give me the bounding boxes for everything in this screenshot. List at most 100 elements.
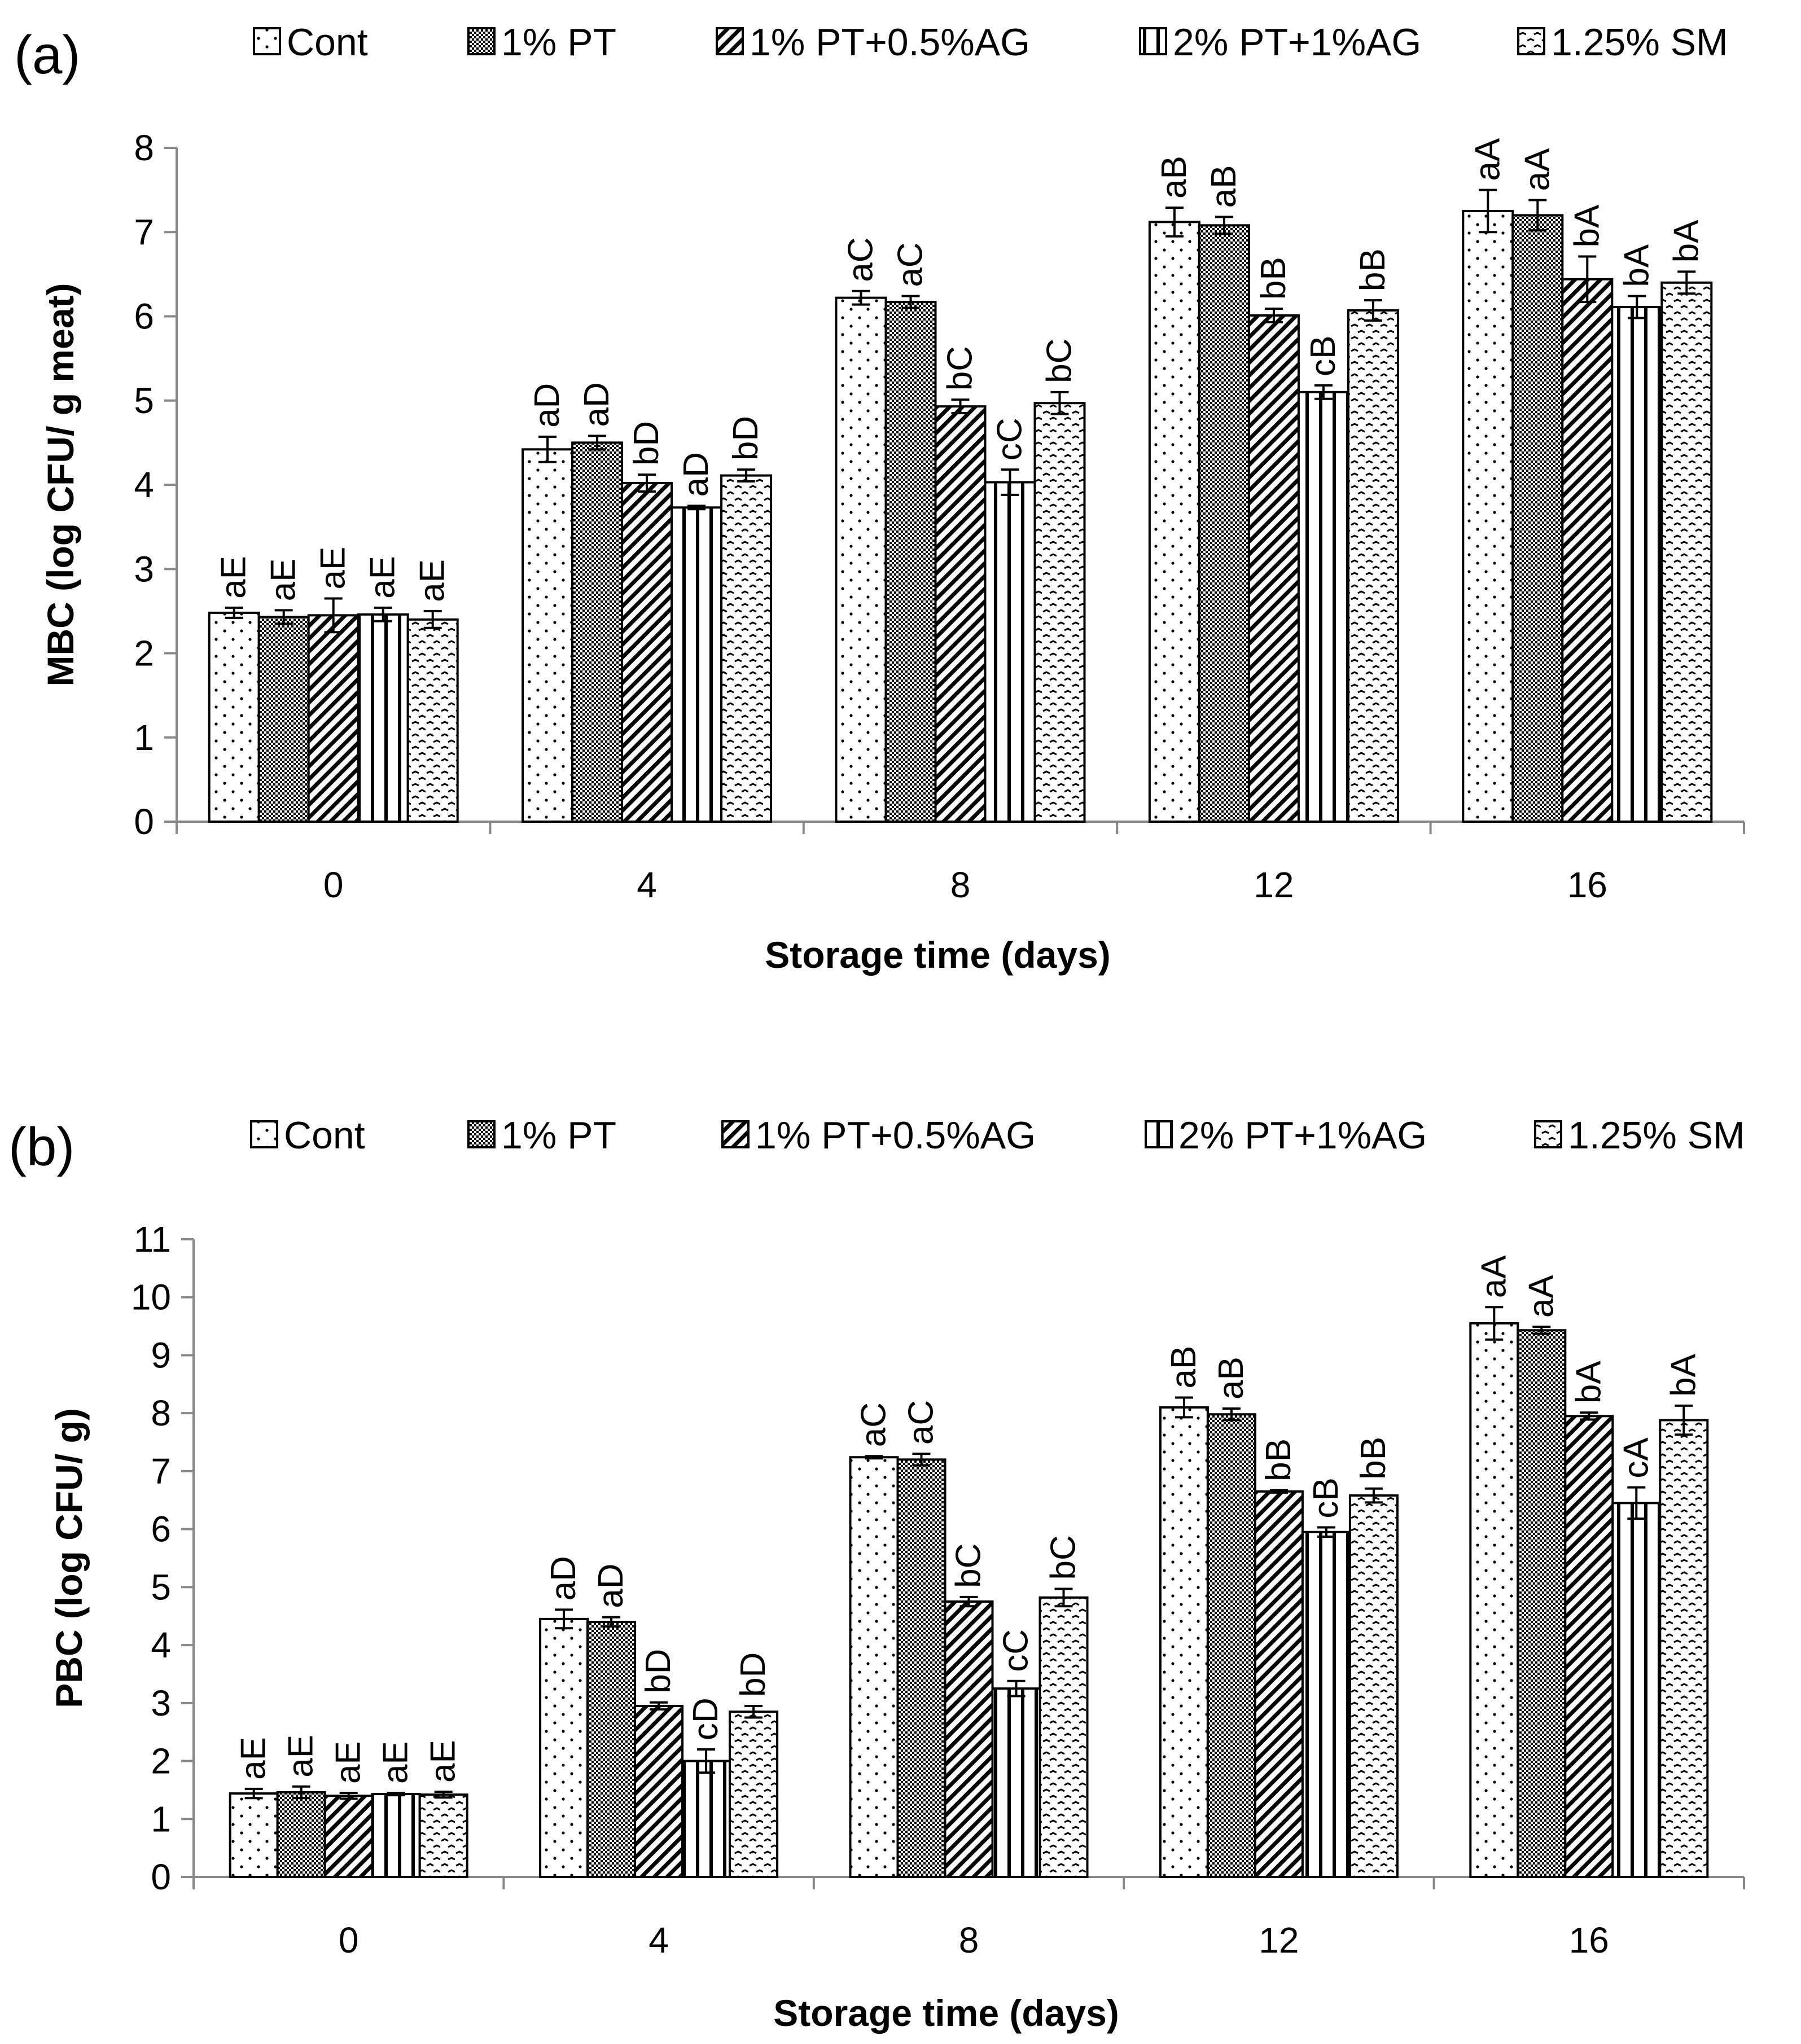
legend-swatch-checker — [467, 1120, 496, 1148]
significance-label: aA — [1518, 148, 1557, 191]
significance-label: aE — [363, 556, 402, 599]
y-tick-label: 6 — [151, 1509, 171, 1550]
y-tick-label: 2 — [134, 633, 154, 674]
significance-label: bB — [1254, 257, 1293, 300]
bar-vertical — [681, 1760, 731, 1878]
bar-dots — [522, 448, 574, 823]
bar-vertical — [1611, 306, 1663, 823]
x-tick-label: 4 — [648, 1920, 669, 1960]
significance-label: aD — [577, 382, 616, 427]
bar-dots — [1469, 1322, 1519, 1879]
bar-vertical — [984, 481, 1036, 823]
significance-label: aE — [376, 1741, 415, 1784]
bar-vertical — [1297, 391, 1349, 823]
bar-dots — [208, 611, 260, 823]
significance-label: aE — [424, 1740, 463, 1783]
legend-label: 2% PT+1%AG — [1173, 21, 1421, 64]
significance-label: bB — [1353, 248, 1392, 291]
significance-label: bA — [1617, 244, 1656, 287]
bar-dots — [229, 1792, 279, 1879]
significance-label: aD — [528, 383, 567, 428]
significance-label: bB — [1259, 1438, 1298, 1481]
y-tick-label: 9 — [151, 1335, 171, 1375]
legend-swatch-wave — [1517, 27, 1545, 55]
significance-label: bC — [1044, 1535, 1083, 1580]
y-tick-label: 5 — [134, 380, 154, 421]
significance-label: aD — [677, 452, 716, 497]
bar-diagonal — [1247, 314, 1300, 823]
legend-swatch-vertical — [1145, 1120, 1173, 1148]
x-tick-label: 8 — [950, 865, 971, 905]
significance-label: bC — [941, 346, 980, 391]
y-tick-label: 0 — [134, 801, 154, 842]
significance-label: cC — [997, 1629, 1036, 1672]
bar-dots — [835, 296, 887, 823]
y-tick-label: 8 — [134, 128, 154, 168]
significance-label: aE — [234, 1737, 273, 1780]
panel-b-pbc-chart: (b) Cont 1% PT 1% PT+0.5%AG 2% PT+1%AG 1.25% … — [8, 1114, 1745, 2034]
significance-label: aA — [1522, 1275, 1561, 1318]
bar-diagonal — [634, 1704, 684, 1879]
significance-label: aB — [1204, 165, 1243, 208]
bar-diagonal — [934, 405, 987, 823]
significance-label: cC — [991, 418, 1029, 460]
bar-diagonal — [1561, 278, 1614, 823]
bar-checker — [586, 1621, 637, 1878]
significance-label: bD — [627, 421, 666, 466]
legend-swatch-checker — [467, 27, 496, 55]
bar-wave — [1033, 402, 1086, 823]
y-tick-label: 4 — [134, 464, 154, 505]
bar-checker — [276, 1791, 326, 1878]
bar-wave — [1348, 1494, 1399, 1878]
significance-label: aB — [1212, 1357, 1251, 1400]
legend-swatch-diagonal — [716, 27, 744, 55]
significance-label: aC — [855, 1402, 893, 1447]
bar-diagonal — [1254, 1490, 1304, 1878]
bar-vertical — [1611, 1502, 1662, 1879]
bar-wave — [1038, 1596, 1089, 1878]
y-tick-label: 8 — [151, 1393, 171, 1433]
bar-vertical — [1301, 1530, 1351, 1878]
x-tick-label: 4 — [637, 865, 657, 905]
bar-wave — [418, 1793, 468, 1878]
legend-label: 1% PT — [501, 21, 616, 64]
significance-label: cB — [1307, 1477, 1346, 1518]
legend-swatch-dots — [250, 1120, 278, 1148]
bar-wave — [1660, 281, 1713, 823]
bar-vertical — [991, 1687, 1041, 1879]
bar-wave — [1347, 309, 1399, 823]
significance-label: aE — [264, 559, 303, 602]
significance-label: aA — [1468, 138, 1507, 181]
significance-label: bB — [1354, 1437, 1393, 1480]
bar-wave — [720, 474, 773, 823]
y-axis-title: PBC (log CFU/ g) — [48, 1408, 90, 1708]
legend-label: Cont — [284, 1114, 365, 1157]
bar-dots — [539, 1617, 589, 1878]
bar-vertical — [671, 506, 723, 823]
legend-swatch-diagonal — [721, 1120, 750, 1148]
significance-label: bA — [1569, 1361, 1608, 1403]
bar-checker — [1198, 224, 1250, 823]
bar-diagonal — [1564, 1415, 1614, 1878]
significance-label: aD — [591, 1564, 630, 1608]
legend-label: 1% PT — [501, 1114, 616, 1157]
significance-label: aB — [1164, 1346, 1203, 1389]
significance-label: cB — [1304, 336, 1343, 376]
significance-label: bA — [1664, 1353, 1703, 1396]
legend-label: Cont — [287, 21, 368, 64]
bar-diagonal — [307, 614, 360, 823]
bar-checker — [1206, 1413, 1256, 1878]
x-tick-label: 16 — [1569, 1920, 1609, 1960]
significance-label: bC — [949, 1543, 988, 1588]
legend-label: 1% PT+0.5%AG — [755, 1114, 1036, 1157]
legend-label: 1.25% SM — [1568, 1114, 1745, 1157]
x-tick-label: 12 — [1259, 1920, 1299, 1960]
bar-checker — [257, 616, 310, 823]
bar-wave — [406, 618, 459, 823]
bar-checker — [896, 1458, 946, 1878]
y-tick-label: 7 — [151, 1451, 171, 1492]
x-tick-label: 12 — [1254, 865, 1294, 905]
y-tick-label: 1 — [151, 1799, 171, 1839]
significance-label: aB — [1155, 156, 1194, 199]
